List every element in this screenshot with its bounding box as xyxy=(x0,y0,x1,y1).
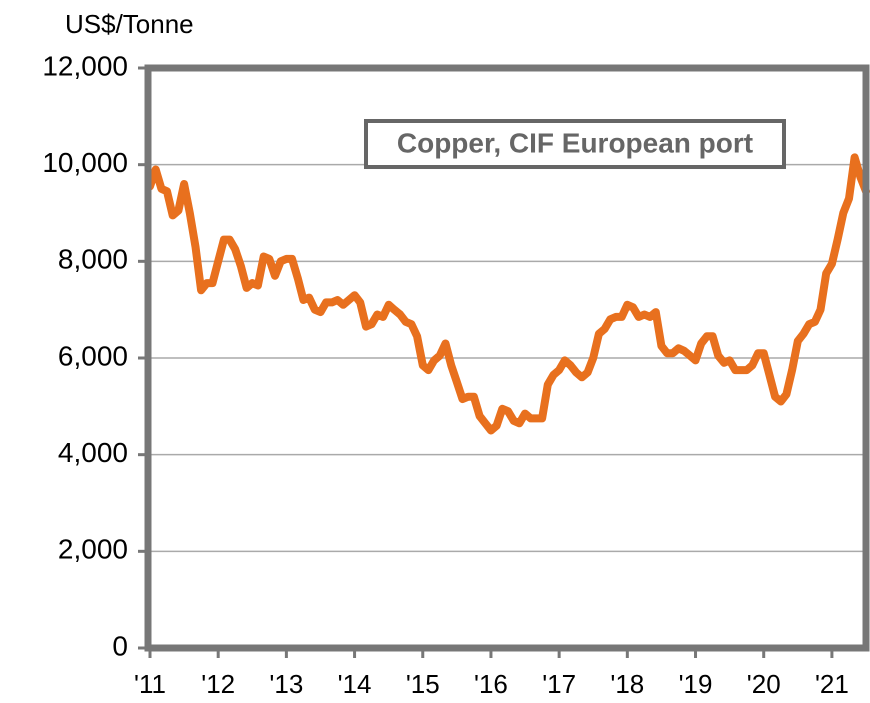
y-tick-label: 10,000 xyxy=(42,147,128,178)
x-tick-label: '18 xyxy=(610,669,644,699)
y-axis-label: US$/Tonne xyxy=(65,9,194,39)
x-tick-label: '15 xyxy=(406,669,440,699)
x-tick-label: '11 xyxy=(134,669,166,699)
annotation-frame xyxy=(364,119,786,169)
y-tick-label: 2,000 xyxy=(58,534,128,565)
annotation: Copper, CIF European port xyxy=(397,127,753,158)
x-tick-label: '12 xyxy=(201,669,235,699)
annotation-box: Copper, CIF European port xyxy=(364,119,786,169)
plot-border xyxy=(144,64,870,652)
y-tick-label: 8,000 xyxy=(58,244,128,275)
x-tick-label: '16 xyxy=(474,669,508,699)
plot xyxy=(146,153,870,435)
x-tick-label: '14 xyxy=(338,669,372,699)
series-line xyxy=(146,153,870,435)
x-tick-label: '13 xyxy=(269,669,303,699)
axes: 0 2,000 4,000 6,000 8,000 10,000 12,000 '11 '12 '… xyxy=(42,50,848,698)
x-tick-label: '21 xyxy=(815,669,849,699)
y-tick-label: 12,000 xyxy=(42,50,128,81)
x-tick-label: '19 xyxy=(679,669,713,699)
y-tick-label: 4,000 xyxy=(58,437,128,468)
y-tick-label: 0 xyxy=(112,630,128,661)
x-tick-label: '20 xyxy=(747,669,781,699)
y-tick-label: 6,000 xyxy=(58,340,128,371)
x-tick-label: '17 xyxy=(542,669,576,699)
